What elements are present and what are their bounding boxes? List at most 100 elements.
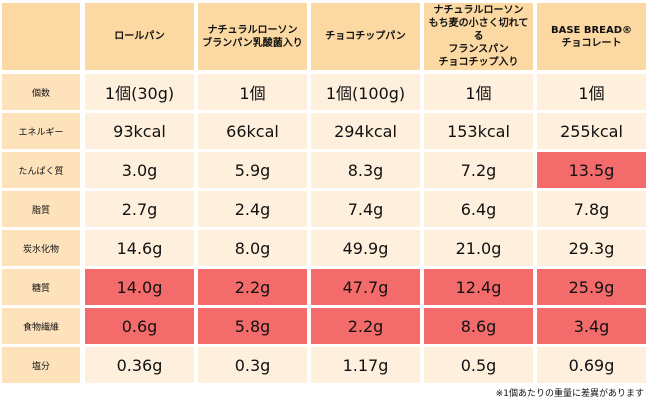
value-cell: 2.2g (311, 308, 420, 344)
value-text: 5.9g (234, 160, 271, 180)
value-cell: 14.6g (85, 230, 194, 266)
value-cell: 47.7g (311, 269, 420, 305)
value-text: 2.2g (234, 277, 271, 297)
value-text: 13.5g (568, 160, 615, 180)
header-text: ロールパン (114, 31, 165, 42)
value-cell: 0.5g (424, 347, 533, 383)
header-text: ナチュラルローソン (433, 5, 524, 16)
row-label-text: 塩分 (31, 361, 50, 372)
value-cell: 153kcal (424, 113, 533, 149)
value-cell: 66kcal (198, 113, 307, 149)
value-cell: 2.4g (198, 191, 307, 227)
value-text: 1個 (465, 84, 492, 103)
row-label: エネルギー (2, 113, 80, 149)
value-text: 294kcal (334, 121, 397, 141)
header-text: フランスパン (448, 44, 509, 55)
value-text: 8.6g (460, 316, 497, 336)
value-text: 25.9g (568, 277, 615, 297)
value-cell: 21.0g (424, 230, 533, 266)
value-cell: 13.5g (537, 152, 646, 188)
header-cell: BASE BREAD® チョコレート (537, 3, 646, 70)
corner-cell (2, 3, 80, 70)
value-text: 12.4g (455, 277, 502, 297)
value-cell: 0.6g (85, 308, 194, 344)
value-text: 1個(100g) (325, 84, 406, 103)
value-cell: 7.2g (424, 152, 533, 188)
row-label: 脂質 (2, 191, 80, 227)
value-text: 47.7g (342, 277, 389, 297)
value-text: 2.2g (347, 316, 384, 336)
value-cell: 29.3g (537, 230, 646, 266)
value-text: 14.0g (116, 277, 163, 297)
header-text: BASE BREAD® (550, 24, 633, 36)
value-cell: 0.3g (198, 347, 307, 383)
value-text: 1.17g (342, 355, 389, 375)
value-text: 21.0g (455, 238, 502, 258)
header-text: もち麦の小さく切れてる (428, 18, 529, 42)
value-text: 0.6g (121, 316, 158, 336)
row-label: 塩分 (2, 347, 80, 383)
value-text: 255kcal (560, 121, 623, 141)
value-cell: 25.9g (537, 269, 646, 305)
header-text: チョコチップ入り (438, 57, 519, 68)
header-cell: チョコチップパン (311, 3, 420, 70)
value-cell: 3.0g (85, 152, 194, 188)
row-label: 糖質 (2, 269, 80, 305)
value-text: 2.7g (121, 199, 158, 219)
header-text: チョコレート (561, 37, 622, 49)
value-text: 2.4g (234, 199, 271, 219)
value-cell: 1個(30g) (85, 74, 194, 110)
value-text: 0.36g (116, 355, 163, 375)
value-text: 1個(30g) (104, 84, 175, 103)
value-cell: 3.4g (537, 308, 646, 344)
row-label-text: 脂質 (31, 205, 50, 216)
value-cell: 1個 (537, 74, 646, 110)
value-cell: 7.8g (537, 191, 646, 227)
value-cell: 5.9g (198, 152, 307, 188)
value-text: 5.8g (234, 316, 271, 336)
row-label-text: 個数 (31, 88, 50, 99)
value-text: 66kcal (226, 121, 279, 141)
value-text: 3.0g (121, 160, 158, 180)
value-cell: 5.8g (198, 308, 307, 344)
value-text: 1個 (578, 84, 605, 103)
value-cell: 93kcal (85, 113, 194, 149)
value-text: 6.4g (460, 199, 497, 219)
value-cell: 6.4g (424, 191, 533, 227)
row-label: 個数 (2, 74, 80, 110)
value-text: 8.3g (347, 160, 384, 180)
value-text: 93kcal (113, 121, 166, 141)
value-text: 153kcal (447, 121, 510, 141)
value-text: 8.0g (234, 238, 271, 258)
value-text: 0.69g (568, 355, 615, 375)
value-cell: 1.17g (311, 347, 420, 383)
header-text: ナチュラルローソン (207, 24, 298, 36)
row-label-text: 炭水化物 (22, 244, 59, 255)
value-cell: 8.6g (424, 308, 533, 344)
value-cell: 0.69g (537, 347, 646, 383)
value-cell: 1個 (424, 74, 533, 110)
header-cell: ナチュラルローソンもち麦の小さく切れてるフランスパン チョコチップ入り (424, 3, 533, 70)
value-text: 29.3g (568, 238, 615, 258)
value-cell: 2.2g (198, 269, 307, 305)
value-text: 49.9g (342, 238, 389, 258)
header-text: ブランパン乳酸菌入り (202, 37, 303, 49)
value-cell: 1個 (198, 74, 307, 110)
header-cell: ナチュラルローソン ブランパン乳酸菌入り (198, 3, 307, 70)
value-cell: 12.4g (424, 269, 533, 305)
value-cell: 7.4g (311, 191, 420, 227)
value-cell: 0.36g (85, 347, 194, 383)
value-text: 7.8g (573, 199, 610, 219)
value-cell: 8.3g (311, 152, 420, 188)
value-cell: 294kcal (311, 113, 420, 149)
value-text: 0.5g (460, 355, 497, 375)
header-text: チョコチップパン (325, 31, 406, 42)
header-cell: ロールパン (85, 3, 194, 70)
row-label-text: 食物繊維 (22, 322, 59, 333)
row-label-text: 糖質 (31, 283, 50, 294)
value-text: 3.4g (573, 316, 610, 336)
value-cell: 49.9g (311, 230, 420, 266)
value-cell: 8.0g (198, 230, 307, 266)
footnote: ※1個あたりの重量に差異があります (495, 389, 644, 399)
